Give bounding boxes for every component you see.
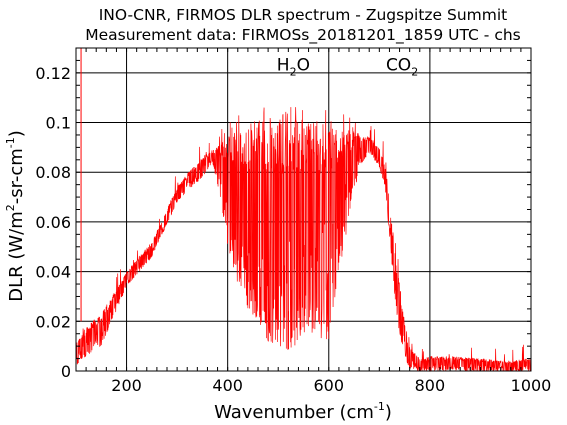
y-tick-label: 0.04 bbox=[35, 263, 71, 282]
chart-subtitle: Measurement data: FIRMOSs_20181201_1859 … bbox=[85, 26, 521, 45]
x-tick-label: 600 bbox=[314, 376, 345, 395]
y-tick-label: 0.02 bbox=[35, 312, 71, 331]
x-tick-label: 800 bbox=[415, 376, 446, 395]
y-tick-label: 0.08 bbox=[35, 163, 71, 182]
x-tick-label: 400 bbox=[212, 376, 243, 395]
x-tick-label: 1000 bbox=[511, 376, 552, 395]
x-axis-ticks: 200 400 600 800 1000 bbox=[75, 48, 552, 395]
spectrum-line bbox=[75, 107, 532, 373]
band-label: H2O bbox=[277, 55, 310, 78]
band-annotations: H2O CO2 bbox=[277, 55, 418, 78]
chart-title: INO-CNR, FIRMOS DLR spectrum - Zugspitze… bbox=[99, 6, 508, 24]
x-tick-label: 200 bbox=[111, 376, 142, 395]
y-tick-label: 0.06 bbox=[35, 213, 71, 232]
y-axis-label: DLR (W/m2-sr-cm-1) bbox=[4, 130, 27, 302]
y-tick-label: 0.1 bbox=[46, 114, 71, 133]
band-label: CO2 bbox=[386, 55, 418, 78]
spectrum-series bbox=[75, 48, 532, 373]
x-axis-label: Wavenumber (cm-1) bbox=[214, 400, 392, 423]
y-tick-label: 0 bbox=[61, 362, 71, 381]
y-axis-ticks: 0 0.02 0.04 0.06 0.08 0.1 0.12 bbox=[35, 47, 531, 381]
y-tick-label: 0.12 bbox=[35, 64, 71, 83]
